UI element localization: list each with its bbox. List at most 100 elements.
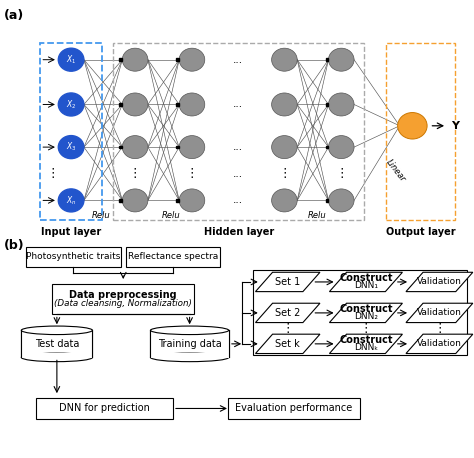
Text: Relu: Relu bbox=[161, 211, 180, 220]
Text: DNNₖ: DNNₖ bbox=[354, 343, 378, 352]
Circle shape bbox=[179, 93, 205, 116]
Circle shape bbox=[122, 93, 148, 116]
Circle shape bbox=[272, 189, 297, 212]
Polygon shape bbox=[255, 303, 320, 322]
Circle shape bbox=[179, 136, 205, 158]
Bar bbox=[21, 353, 93, 358]
Ellipse shape bbox=[151, 353, 229, 362]
Text: Construct: Construct bbox=[339, 304, 392, 314]
Text: Reflectance spectra: Reflectance spectra bbox=[128, 252, 218, 262]
Text: $X_2$: $X_2$ bbox=[66, 98, 76, 111]
FancyBboxPatch shape bbox=[26, 247, 121, 267]
Polygon shape bbox=[329, 272, 402, 292]
Text: ⋮: ⋮ bbox=[282, 322, 294, 335]
Circle shape bbox=[272, 48, 297, 71]
Text: $X_n$: $X_n$ bbox=[66, 194, 76, 207]
Text: DNN₁: DNN₁ bbox=[354, 281, 378, 290]
Text: DNN for prediction: DNN for prediction bbox=[59, 403, 150, 414]
Bar bbox=[119, 199, 122, 202]
Text: Set k: Set k bbox=[275, 339, 300, 349]
Circle shape bbox=[272, 136, 297, 158]
Text: ...: ... bbox=[233, 99, 243, 109]
Text: Training data: Training data bbox=[158, 339, 221, 349]
Text: (b): (b) bbox=[4, 240, 25, 252]
Ellipse shape bbox=[21, 353, 92, 362]
Text: Validation: Validation bbox=[417, 278, 462, 286]
Text: ⋮: ⋮ bbox=[433, 322, 446, 335]
Text: Y: Y bbox=[451, 121, 459, 131]
Circle shape bbox=[58, 93, 84, 116]
Text: $X_3$: $X_3$ bbox=[66, 141, 76, 153]
FancyBboxPatch shape bbox=[52, 284, 194, 315]
Polygon shape bbox=[406, 272, 473, 292]
Text: Output layer: Output layer bbox=[386, 227, 456, 237]
Polygon shape bbox=[329, 334, 402, 354]
Bar bbox=[176, 199, 179, 202]
Circle shape bbox=[179, 189, 205, 212]
Text: Construct: Construct bbox=[339, 273, 392, 283]
Text: Relu: Relu bbox=[91, 211, 110, 220]
Text: Data preprocessing: Data preprocessing bbox=[69, 290, 177, 300]
Text: ⋮: ⋮ bbox=[360, 322, 372, 335]
Bar bbox=[119, 103, 122, 106]
FancyBboxPatch shape bbox=[36, 398, 173, 420]
Bar bbox=[21, 330, 92, 357]
Polygon shape bbox=[406, 334, 473, 354]
Ellipse shape bbox=[21, 326, 92, 334]
Text: Linear: Linear bbox=[384, 157, 407, 183]
Bar bbox=[119, 146, 122, 148]
Circle shape bbox=[58, 48, 84, 71]
Bar bbox=[326, 146, 328, 148]
Text: ⋮: ⋮ bbox=[278, 167, 291, 180]
Circle shape bbox=[122, 48, 148, 71]
Text: Evaluation performance: Evaluation performance bbox=[235, 403, 353, 414]
Text: ⋮: ⋮ bbox=[186, 167, 198, 180]
Circle shape bbox=[328, 93, 354, 116]
Circle shape bbox=[58, 136, 84, 158]
Text: ...: ... bbox=[233, 196, 243, 206]
Polygon shape bbox=[406, 303, 473, 322]
Bar bbox=[326, 59, 328, 61]
Text: Construct: Construct bbox=[339, 335, 392, 345]
Text: ...: ... bbox=[233, 169, 243, 179]
Text: ⋮: ⋮ bbox=[129, 167, 141, 180]
Text: ⋮: ⋮ bbox=[47, 167, 59, 180]
Text: Validation: Validation bbox=[417, 308, 462, 317]
Bar bbox=[326, 199, 328, 202]
FancyBboxPatch shape bbox=[126, 247, 220, 267]
Bar bbox=[326, 103, 328, 106]
Bar bbox=[176, 103, 179, 106]
FancyBboxPatch shape bbox=[228, 398, 360, 420]
Text: Set 2: Set 2 bbox=[275, 308, 301, 318]
Text: Validation: Validation bbox=[417, 339, 462, 349]
Polygon shape bbox=[329, 303, 402, 322]
Circle shape bbox=[179, 48, 205, 71]
Text: (a): (a) bbox=[4, 9, 24, 22]
Circle shape bbox=[398, 113, 427, 139]
Circle shape bbox=[328, 136, 354, 158]
Text: ...: ... bbox=[233, 142, 243, 152]
Text: ...: ... bbox=[233, 55, 243, 65]
Circle shape bbox=[122, 136, 148, 158]
Ellipse shape bbox=[151, 326, 229, 334]
Text: Hidden layer: Hidden layer bbox=[204, 227, 274, 237]
Text: (Data cleansing, Normalization): (Data cleansing, Normalization) bbox=[55, 299, 192, 308]
Text: Input layer: Input layer bbox=[41, 227, 101, 237]
Polygon shape bbox=[255, 272, 320, 292]
Circle shape bbox=[328, 48, 354, 71]
Text: ⋮: ⋮ bbox=[335, 167, 347, 180]
Circle shape bbox=[58, 189, 84, 212]
Text: Photosynthetic traits: Photosynthetic traits bbox=[26, 252, 121, 262]
Text: Relu: Relu bbox=[308, 211, 327, 220]
Text: Test data: Test data bbox=[35, 339, 79, 349]
Circle shape bbox=[328, 189, 354, 212]
Circle shape bbox=[122, 189, 148, 212]
Text: $X_1$: $X_1$ bbox=[66, 54, 76, 66]
Text: Set 1: Set 1 bbox=[275, 277, 301, 287]
Polygon shape bbox=[255, 334, 320, 354]
Bar bbox=[150, 353, 229, 358]
Bar bbox=[119, 59, 122, 61]
Bar bbox=[151, 330, 228, 357]
Bar bbox=[176, 59, 179, 61]
Bar bbox=[176, 146, 179, 148]
